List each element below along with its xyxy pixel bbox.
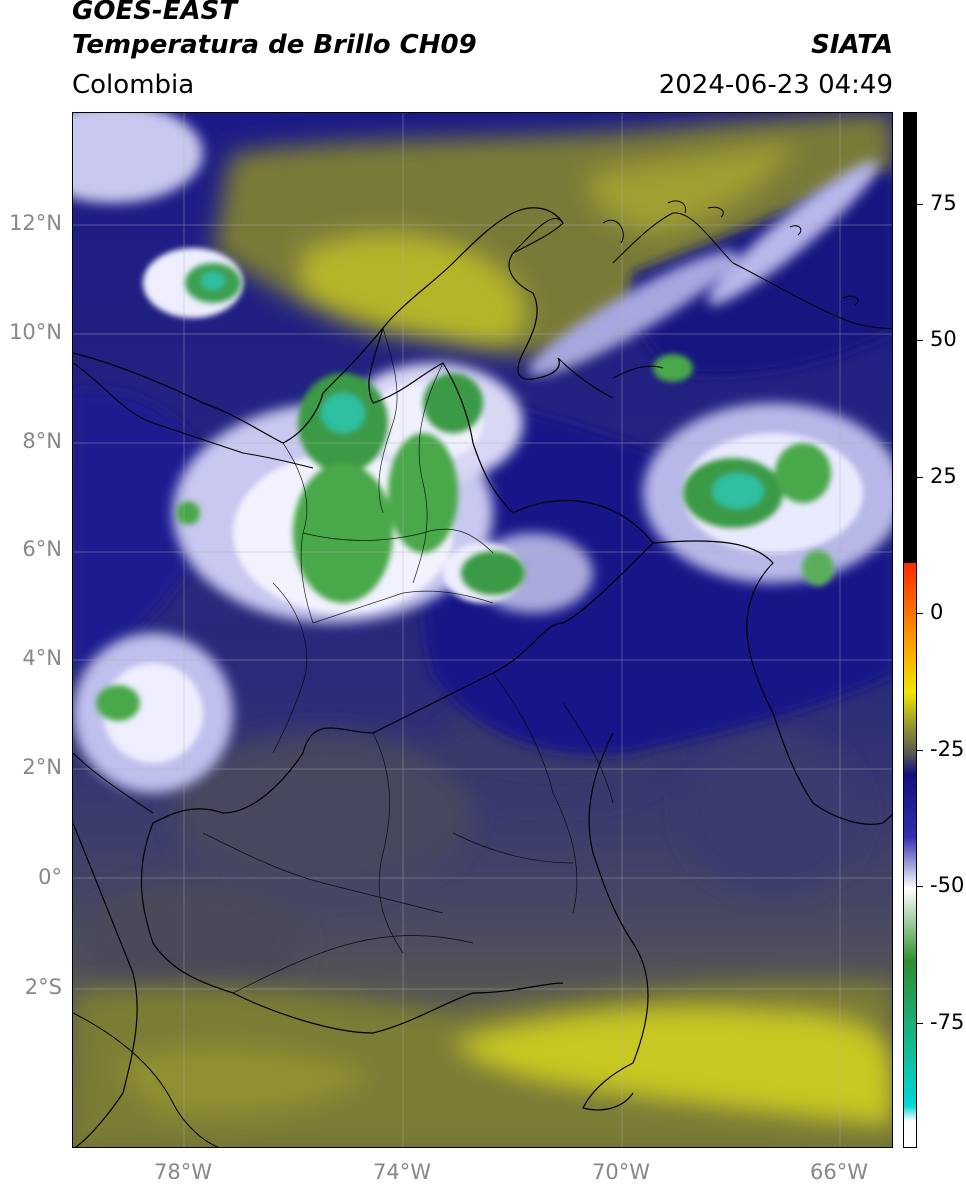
region-label: Colombia xyxy=(72,70,195,100)
colorbar-label-50: 50 xyxy=(930,327,957,351)
department-borders xyxy=(202,327,614,994)
lat-tick-12n: 12°N xyxy=(9,211,62,235)
colorbar-tick-m75 xyxy=(917,1023,923,1024)
colorbar-tick-m50 xyxy=(917,886,923,887)
map-canvas xyxy=(73,113,892,1147)
agency-label: SIATA xyxy=(811,30,893,60)
colorbar-tick-50 xyxy=(917,340,923,341)
timestamp-label: 2024-06-23 04:49 xyxy=(658,70,893,100)
colorbar-tick-0 xyxy=(917,613,923,614)
country-borders xyxy=(73,207,892,1147)
dry-band-north xyxy=(213,113,892,356)
lat-tick-8n: 8°N xyxy=(22,429,62,453)
lat-tick-4n: 4°N xyxy=(22,646,62,670)
colorbar-label-m75: -75 xyxy=(930,1010,965,1034)
dry-band-south xyxy=(73,980,892,1147)
colorbar-tick-75 xyxy=(917,204,923,205)
colorbar-label-m50: -50 xyxy=(930,873,965,897)
lon-tick-78w: 78°W xyxy=(154,1160,212,1184)
convective-cores xyxy=(96,263,834,721)
lon-tick-74w: 74°W xyxy=(373,1160,431,1184)
lat-tick-10n: 10°N xyxy=(9,320,62,344)
colorbar xyxy=(903,112,917,1148)
lat-tick-6n: 6°N xyxy=(22,537,62,561)
title-line2: Temperatura de Brillo CH09 xyxy=(72,30,477,60)
colorbar-label-m25: -25 xyxy=(930,737,965,761)
colorbar-label-0: 0 xyxy=(930,600,944,624)
satellite-map xyxy=(72,112,893,1148)
lon-tick-66w: 66°W xyxy=(810,1160,868,1184)
lat-tick-2n: 2°N xyxy=(22,755,62,779)
lat-tick-0: 0° xyxy=(38,865,62,889)
colorbar-tick-m25 xyxy=(917,750,923,751)
colorbar-label-25: 25 xyxy=(930,464,957,488)
coastlines xyxy=(73,200,892,1147)
colorbar-label-75: 75 xyxy=(930,191,957,215)
lon-tick-70w: 70°W xyxy=(592,1160,650,1184)
colorbar-tick-25 xyxy=(917,477,923,478)
lat-tick-2s: 2°S xyxy=(24,975,62,999)
map-gridlines xyxy=(73,113,892,1147)
title-line1: GOES-EAST xyxy=(72,0,238,26)
